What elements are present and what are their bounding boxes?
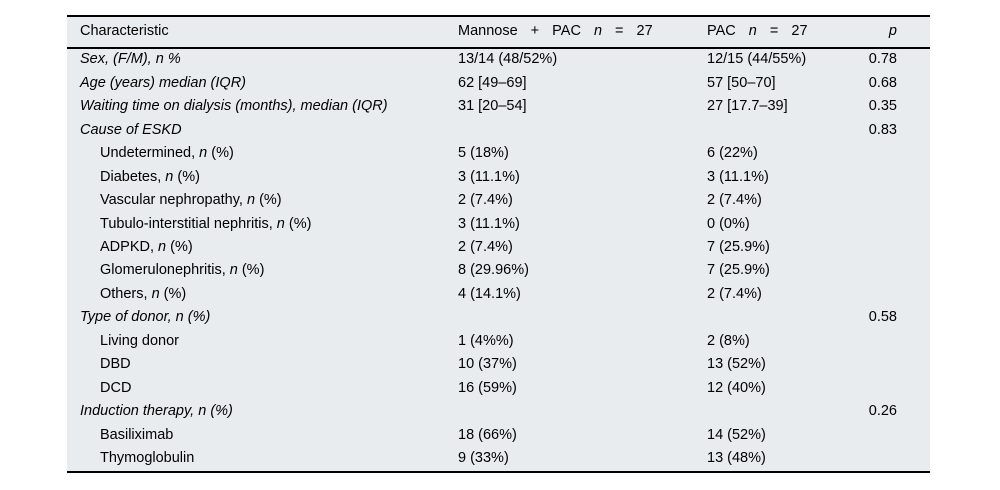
- row-label: Glomerulonephritis, n (%): [100, 262, 265, 279]
- mannose-pac-value: 18 (66%): [458, 426, 517, 443]
- table-row: Cause of ESKD 0.83: [67, 119, 930, 142]
- column-header-pac-group: PAC n = 27: [707, 22, 808, 39]
- row-label: ADPKD, n (%): [100, 239, 193, 256]
- row-label: Type of donor, n (%): [80, 309, 211, 326]
- table-header-row: Characteristic Mannose + PAC n = 27 PAC …: [67, 17, 930, 49]
- mannose-pac-value: 13/14 (48/52%): [458, 51, 558, 68]
- pac-value: 2 (7.4%): [707, 285, 762, 302]
- p-value: 0.83: [868, 121, 897, 138]
- table-row: Type of donor, n (%) 0.58: [67, 307, 930, 330]
- column-header-p-value: p: [888, 22, 897, 39]
- row-label: Age (years) median (IQR): [80, 74, 246, 91]
- pac-value: 12 (40%): [707, 379, 766, 396]
- table-row: Diabetes, n (%) 3 (11.1%) 3 (11.1%): [67, 166, 930, 189]
- column-header-characteristic: Characteristic: [80, 22, 169, 39]
- p-value: 0.26: [868, 403, 897, 420]
- baseline-characteristics-table: Characteristic Mannose + PAC n = 27 PAC …: [67, 15, 930, 473]
- row-label: Cause of ESKD: [80, 121, 182, 138]
- table-row: Living donor 1 (4%%) 2 (8%): [67, 330, 930, 353]
- table-row: Waiting time on dialysis (months), media…: [67, 95, 930, 118]
- pac-value: 57 [50–70]: [707, 74, 776, 91]
- p-value: 0.35: [868, 98, 897, 115]
- mannose-pac-value: 4 (14.1%): [458, 285, 521, 302]
- table-row: Tubulo-interstitial nephritis, n (%) 3 (…: [67, 213, 930, 236]
- table-body: Sex, (F/M), n % 13/14 (48/52%) 12/15 (44…: [67, 49, 930, 472]
- table-row: Thymoglobulin 9 (33%) 13 (48%): [67, 447, 930, 470]
- table-row: DBD 10 (37%) 13 (52%): [67, 354, 930, 377]
- p-value: 0.78: [868, 51, 897, 68]
- pac-value: 7 (25.9%): [707, 239, 770, 256]
- mannose-pac-value: 10 (37%): [458, 356, 517, 373]
- pac-value: 12/15 (44/55%): [707, 51, 807, 68]
- table-row: DCD 16 (59%) 12 (40%): [67, 377, 930, 400]
- mannose-pac-value: 62 [49–69]: [458, 74, 527, 91]
- pac-value: 7 (25.9%): [707, 262, 770, 279]
- p-value: 0.58: [868, 309, 897, 326]
- pac-value: 2 (7.4%): [707, 192, 762, 209]
- row-label: Basiliximab: [100, 426, 174, 443]
- row-label: Vascular nephropathy, n (%): [100, 192, 282, 209]
- row-label: Undetermined, n (%): [100, 145, 234, 162]
- table-row: Induction therapy, n (%) 0.26: [67, 401, 930, 424]
- row-label: Others, n (%): [100, 285, 187, 302]
- row-label: Diabetes, n (%): [100, 168, 200, 185]
- mannose-pac-value: 1 (4%%): [458, 332, 514, 349]
- table-row: Age (years) median (IQR) 62 [49–69] 57 […: [67, 72, 930, 95]
- row-label: Thymoglobulin: [100, 450, 195, 467]
- row-label: Sex, (F/M), n %: [80, 51, 181, 68]
- pac-value: 6 (22%): [707, 145, 758, 162]
- column-header-mannose-pac-group: Mannose + PAC n = 27: [458, 22, 653, 39]
- table-row: Undetermined, n (%) 5 (18%) 6 (22%): [67, 142, 930, 165]
- row-label: Waiting time on dialysis (months), media…: [80, 98, 388, 115]
- row-label: Induction therapy, n (%): [80, 403, 233, 420]
- mannose-pac-value: 2 (7.4%): [458, 192, 513, 209]
- mannose-pac-value: 16 (59%): [458, 379, 517, 396]
- row-label: Living donor: [100, 332, 179, 349]
- mannose-pac-value: 3 (11.1%): [458, 168, 520, 185]
- mannose-pac-value: 8 (29.96%): [458, 262, 529, 279]
- table-row: Basiliximab 18 (66%) 14 (52%): [67, 424, 930, 447]
- row-label: DCD: [100, 379, 132, 396]
- pac-value: 3 (11.1%): [707, 168, 769, 185]
- mannose-pac-value: 5 (18%): [458, 145, 509, 162]
- table-row: Vascular nephropathy, n (%) 2 (7.4%) 2 (…: [67, 189, 930, 212]
- table-row: Glomerulonephritis, n (%) 8 (29.96%) 7 (…: [67, 260, 930, 283]
- mannose-pac-value: 2 (7.4%): [458, 239, 513, 256]
- pac-value: 0 (0%): [707, 215, 750, 232]
- pac-value: 13 (48%): [707, 450, 766, 467]
- table-row: Others, n (%) 4 (14.1%) 2 (7.4%): [67, 283, 930, 306]
- mannose-pac-value: 31 [20–54]: [458, 98, 527, 115]
- mannose-pac-value: 3 (11.1%): [458, 215, 520, 232]
- p-value: 0.68: [868, 74, 897, 91]
- pac-value: 27 [17.7–39]: [707, 98, 788, 115]
- pac-value: 14 (52%): [707, 426, 766, 443]
- row-label: Tubulo-interstitial nephritis, n (%): [100, 215, 312, 232]
- row-label: DBD: [100, 356, 131, 373]
- pac-value: 13 (52%): [707, 356, 766, 373]
- table-row: Sex, (F/M), n % 13/14 (48/52%) 12/15 (44…: [67, 49, 930, 72]
- table-row: ADPKD, n (%) 2 (7.4%) 7 (25.9%): [67, 236, 930, 259]
- mannose-pac-value: 9 (33%): [458, 450, 509, 467]
- pac-value: 2 (8%): [707, 332, 750, 349]
